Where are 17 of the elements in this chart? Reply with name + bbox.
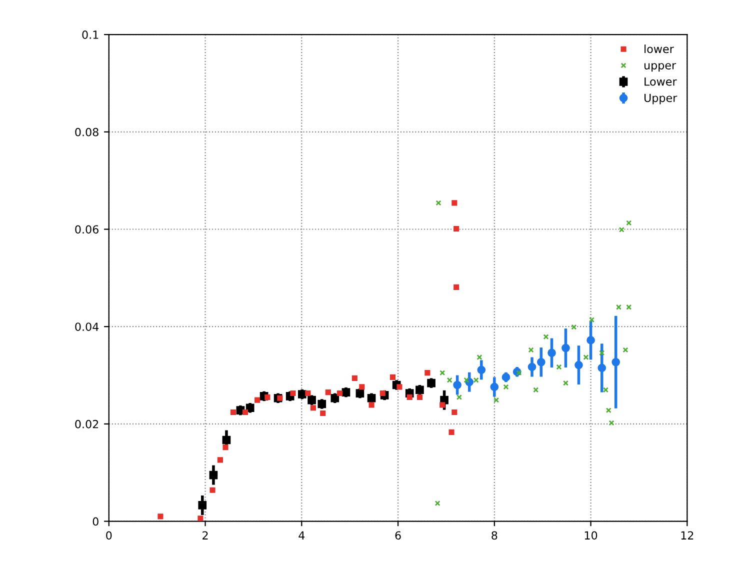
y-tick-label: 0.02 — [75, 420, 98, 428]
x-tick-label: 4 — [298, 531, 305, 540]
legend-label: Lower — [644, 78, 677, 86]
x-tick-label: 0 — [106, 531, 112, 540]
x-tick-label: 12 — [681, 531, 694, 540]
legend-label: Upper — [644, 94, 678, 104]
y-tick-label: 0.08 — [75, 128, 98, 136]
y-tick-label: 0.1 — [82, 30, 98, 39]
x-tick-label: 6 — [395, 531, 401, 540]
legend-label: lower — [644, 44, 674, 54]
x-tick-label: 8 — [492, 531, 498, 540]
y-tick-label: 0.04 — [75, 322, 99, 331]
x-tick-label: 2 — [202, 531, 208, 540]
y-tick-label: 0.06 — [75, 225, 98, 234]
x-tick-label: 10 — [584, 531, 598, 540]
legend-label: upper — [644, 63, 676, 72]
y-tick-label: 0 — [92, 517, 98, 526]
